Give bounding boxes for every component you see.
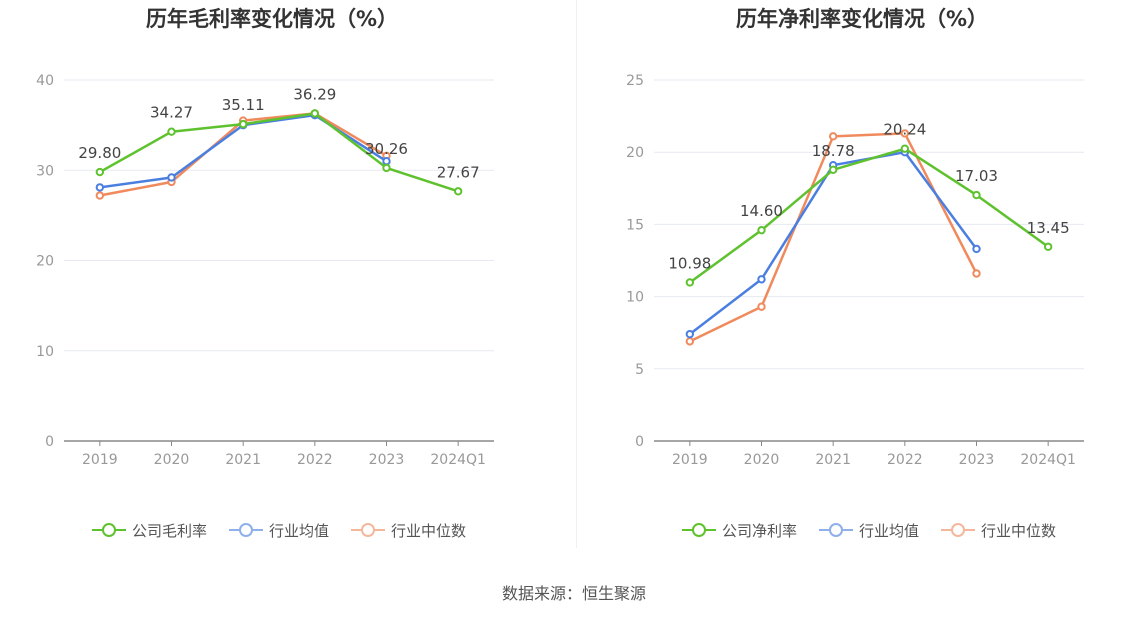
legend-label: 行业均值 <box>269 521 330 540</box>
data-label: 30.26 <box>365 140 408 158</box>
gross-margin-chart: 历年毛利率变化情况（%） 0 10 20 30 40 2019 2020 2021 2022 202… <box>36 7 494 468</box>
panel-divider <box>576 0 577 548</box>
y-tick-label: 30 <box>36 163 54 179</box>
x-tick-label: 2022 <box>887 452 923 468</box>
data-label: 27.67 <box>437 163 480 181</box>
y-tick-label: 10 <box>36 344 54 360</box>
y-tick-label: 10 <box>626 290 644 306</box>
x-tick-label: 2023 <box>369 452 405 468</box>
legend-label: 行业均值 <box>859 521 920 540</box>
gross-margin-legend: 公司毛利率 行业均值 行业中位数 <box>92 518 466 542</box>
y-tick-label: 20 <box>626 145 644 161</box>
data-point <box>757 275 766 284</box>
legend-item-industry-median[interactable]: 行业中位数 <box>941 520 1056 541</box>
data-point <box>310 109 320 118</box>
x-tick-label: 2022 <box>297 452 333 468</box>
legend-item-industry-median[interactable]: 行业中位数 <box>351 520 466 541</box>
legend-median-swatch-icon <box>941 520 976 540</box>
data-label: 34.27 <box>150 104 193 122</box>
series-line <box>689 147 1049 284</box>
data-source-note: 数据来源：恒生聚源 <box>501 584 646 603</box>
data-point <box>757 302 766 311</box>
x-tick-label: 2019 <box>82 452 118 468</box>
y-tick-label: 40 <box>36 73 54 89</box>
y-tick-label: 25 <box>626 73 644 89</box>
data-point <box>685 278 695 287</box>
data-point <box>972 269 981 278</box>
net-margin-chart: 历年净利率变化情况（%） 0 5 10 15 20 25 2019 2020 2021 2022 20… <box>626 7 1084 468</box>
data-point <box>382 163 391 173</box>
legend-item-industry-average[interactable]: 行业均值 <box>819 520 919 541</box>
data-point <box>757 225 766 235</box>
data-label: 10.98 <box>668 254 711 272</box>
legend-company-swatch-icon <box>682 520 716 540</box>
x-tick-label: 2021 <box>815 452 851 468</box>
data-point <box>95 183 105 192</box>
legend-item-industry-average[interactable]: 行业均值 <box>229 520 329 541</box>
legend-average-swatch-icon <box>229 520 264 540</box>
legend-average-swatch-icon <box>819 520 854 540</box>
data-point <box>95 167 105 177</box>
data-point <box>828 132 838 141</box>
data-point <box>167 127 176 136</box>
data-label: 20.24 <box>883 121 926 139</box>
legend-label: 公司毛利率 <box>132 521 208 540</box>
x-tick-label: 2021 <box>225 452 261 468</box>
x-tick-label: 2024Q1 <box>430 452 486 468</box>
data-point <box>167 173 176 182</box>
y-tick-label: 0 <box>635 434 644 450</box>
data-point <box>685 337 695 346</box>
x-tick-label: 2024Q1 <box>1020 452 1076 468</box>
data-label: 17.03 <box>955 167 998 185</box>
x-tick-label: 2020 <box>744 452 780 468</box>
legend-label: 行业中位数 <box>391 521 467 540</box>
legend-item-company-gross-margin[interactable]: 公司毛利率 <box>92 520 207 541</box>
data-point <box>1043 242 1053 251</box>
chart-title: 历年净利率变化情况（%） <box>736 7 988 31</box>
data-label: 36.29 <box>293 85 336 103</box>
data-point <box>685 329 695 339</box>
legend-label: 公司净利率 <box>722 521 798 540</box>
x-tick-label: 2020 <box>154 452 190 468</box>
y-tick-label: 5 <box>635 362 644 378</box>
gross-margin-chart-panel: 历年毛利率变化情况（%） 0 10 20 30 40 2019 2020 2021 2022 202… <box>0 0 574 560</box>
data-label: 13.45 <box>1027 219 1070 237</box>
data-point <box>900 129 910 138</box>
data-point <box>972 190 981 200</box>
legend-label: 行业中位数 <box>981 521 1057 540</box>
y-tick-label: 20 <box>36 254 54 270</box>
data-label: 18.78 <box>812 142 855 160</box>
net-margin-chart-panel: 历年净利率变化情况（%） 0 5 10 15 20 25 2019 2020 2021 2022 20… <box>590 0 1148 560</box>
series-line <box>99 112 459 193</box>
data-point <box>828 165 838 175</box>
legend-item-company-net-margin[interactable]: 公司净利率 <box>682 520 797 541</box>
data-label: 14.60 <box>740 202 783 220</box>
net-margin-legend: 公司净利率 行业均值 行业中位数 <box>682 518 1056 542</box>
y-tick-label: 15 <box>626 217 644 233</box>
x-tick-label: 2019 <box>672 452 708 468</box>
legend-company-swatch-icon <box>92 520 126 540</box>
data-point <box>453 187 463 196</box>
x-tick-label: 2023 <box>959 452 995 468</box>
data-point <box>900 144 910 153</box>
data-point <box>238 119 248 129</box>
legend-median-swatch-icon <box>351 520 386 540</box>
data-point <box>972 244 981 254</box>
series-line <box>689 150 978 336</box>
data-label: 29.80 <box>78 144 121 162</box>
data-point <box>95 191 105 200</box>
data-label: 35.11 <box>222 96 265 114</box>
y-tick-label: 0 <box>45 434 54 450</box>
data-point <box>382 157 391 166</box>
chart-title: 历年毛利率变化情况（%） <box>146 7 398 31</box>
